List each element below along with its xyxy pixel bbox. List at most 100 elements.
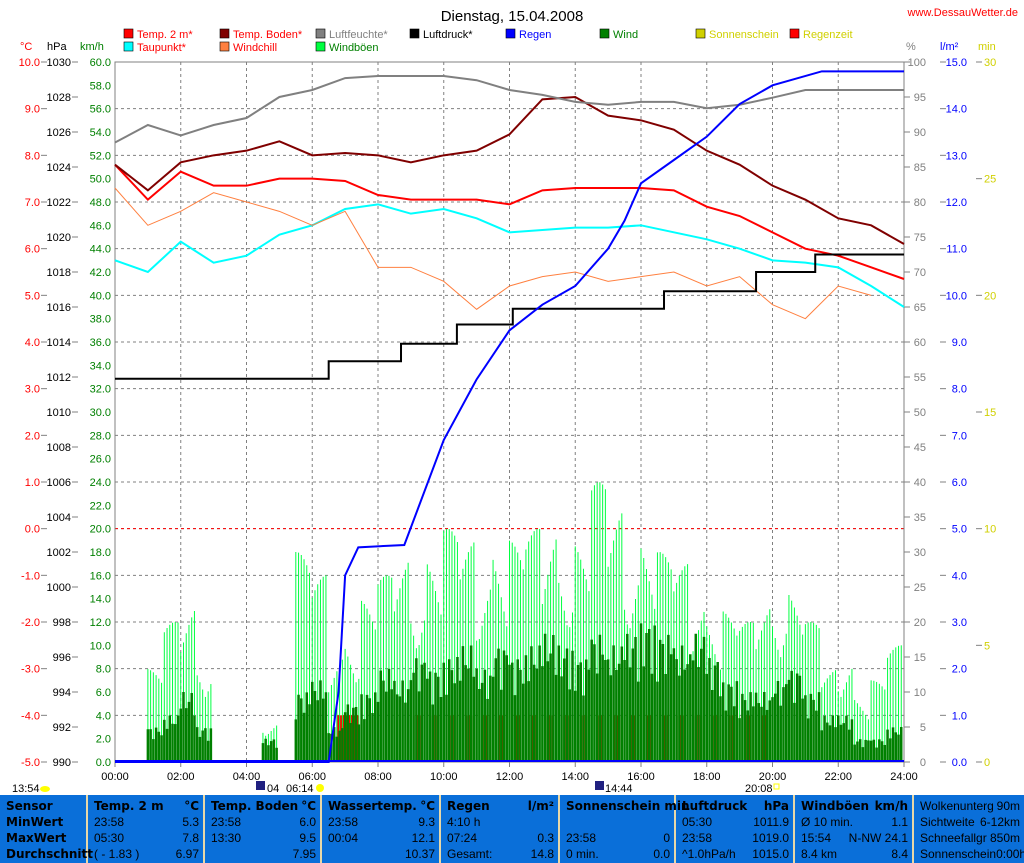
tick-kmh: 16.0 xyxy=(90,570,111,582)
sun-icon xyxy=(316,784,324,792)
tick-x: 20:00 xyxy=(759,771,787,783)
tick-pct: 75 xyxy=(914,232,926,244)
tick-hpa: 1024 xyxy=(47,162,71,174)
series-line xyxy=(114,187,872,320)
table-cell: l/m² xyxy=(527,799,554,813)
legend-swatch xyxy=(315,41,326,52)
legend-label: Taupunkt* xyxy=(137,42,187,54)
table-cell: 7.95 xyxy=(292,847,316,861)
table-row: 05:30 1011.9 xyxy=(682,814,789,830)
table-cell: 1019.0 xyxy=(752,831,789,845)
tick-lm2: 1.0 xyxy=(952,710,967,722)
tick-min: 10 xyxy=(984,524,996,536)
tick-lm2: 2.0 xyxy=(952,664,967,676)
table-cell: 9.3 xyxy=(418,815,435,829)
sunset-icon xyxy=(773,783,780,790)
tick-kmh: 58.0 xyxy=(90,80,111,92)
axis-unit-lm2: l/m² xyxy=(940,41,959,53)
legend-label: Windböen xyxy=(329,42,379,54)
legend-label: Windchill xyxy=(233,42,277,54)
tick-lm2: 15.0 xyxy=(946,57,967,69)
table-row: Gesamt: 14.8 xyxy=(447,846,554,862)
tick-pct: 35 xyxy=(914,512,926,524)
table-cell: MaxWert xyxy=(6,831,67,845)
legend-label: Sonnenschein xyxy=(709,29,779,41)
table-cell: 5.3 xyxy=(182,815,199,829)
tick-x: 04:00 xyxy=(233,771,261,783)
tick-kmh: 2.0 xyxy=(96,734,111,746)
tick-kmh: 32.0 xyxy=(90,384,111,396)
table-cell: 05:30 xyxy=(94,831,125,845)
tick-c: 2.0 xyxy=(25,430,40,442)
tick-kmh: 42.0 xyxy=(90,267,111,279)
table-row: 13:30 9.5 xyxy=(211,830,316,846)
sunrise-time: 06:14 xyxy=(286,783,314,795)
table-cell: Sensor xyxy=(6,799,53,813)
tick-kmh: 12.0 xyxy=(90,617,111,629)
table-column: Temp. 2 m °C 23:58 5.3 05:30 7.8 ( - 1.83 ) 6.9… xyxy=(88,795,205,863)
tick-pct: 55 xyxy=(914,372,926,384)
table-row: Durchschnitt xyxy=(6,846,93,862)
table-row: MaxWert xyxy=(6,830,82,846)
tick-x: 00:00 xyxy=(101,771,129,783)
tick-min: 5 xyxy=(984,640,990,652)
tick-kmh: 52.0 xyxy=(90,150,111,162)
site-link[interactable]: www.DessauWetter.de xyxy=(907,7,1018,19)
table-cell: °C xyxy=(420,799,435,813)
tick-hpa: 1010 xyxy=(47,407,71,419)
table-cell: 6.97 xyxy=(175,847,199,861)
legend-swatch xyxy=(315,28,326,39)
moonset-time: 14:44 xyxy=(605,783,633,795)
tick-kmh: 60.0 xyxy=(90,57,111,69)
tick-kmh: 34.0 xyxy=(90,360,111,372)
tick-pct: 25 xyxy=(914,582,926,594)
table-cell: 9.5 xyxy=(299,831,316,845)
tick-min: 0 xyxy=(984,757,990,769)
table-cell: ^1.0hPa/h xyxy=(682,847,736,861)
tick-lm2: 8.0 xyxy=(952,384,967,396)
table-cell: 14.8 xyxy=(530,847,554,861)
tick-pct: 50 xyxy=(914,407,926,419)
table-row: Windböen km/h xyxy=(801,798,908,814)
table-cell: 23:58 xyxy=(682,831,713,845)
tick-pct: 70 xyxy=(914,267,926,279)
legend-swatch xyxy=(219,28,230,39)
tick-x: 12:00 xyxy=(496,771,524,783)
tick-min: 25 xyxy=(984,174,996,186)
table-row: Sensor xyxy=(6,798,82,814)
weather-chart: Dienstag, 15.04.2008 www.DessauWetter.de T… xyxy=(12,7,1018,795)
table-row: Luftdruck hPa xyxy=(682,798,789,814)
tick-kmh: 36.0 xyxy=(90,337,111,349)
table-row: 23:58 9.3 xyxy=(328,814,435,830)
table-row: MinWert xyxy=(6,814,82,830)
tick-c: 6.0 xyxy=(25,244,40,256)
table-cell: 6-12km xyxy=(979,815,1020,829)
legend-swatch xyxy=(409,28,420,39)
tick-hpa: 1030 xyxy=(47,57,71,69)
tick-x: 16:00 xyxy=(627,771,655,783)
table-row: Wolkenunterg 90m xyxy=(920,798,1020,814)
tick-kmh: 40.0 xyxy=(90,290,111,302)
tick-pct: 20 xyxy=(914,617,926,629)
legend-label: Temp. Boden* xyxy=(233,29,303,41)
table-cell: 0:00h xyxy=(996,847,1024,861)
tick-min: 20 xyxy=(984,290,996,302)
table-row: 23:58 5.3 xyxy=(94,814,199,830)
table-row: 07:24 0.3 xyxy=(447,830,554,846)
table-column: Temp. Boden °C 23:58 6.0 13:30 9.5 7.95 xyxy=(205,795,322,863)
tick-kmh: 0.0 xyxy=(96,757,111,769)
tick-hpa: 1002 xyxy=(47,547,71,559)
tick-c: 7.0 xyxy=(25,197,40,209)
legend-label: Wind xyxy=(613,29,638,41)
table-row: 05:30 7.8 xyxy=(94,830,199,846)
tick-c: -5.0 xyxy=(21,757,40,769)
table-cell: 13:30 xyxy=(211,831,242,845)
tick-kmh: 48.0 xyxy=(90,197,111,209)
tick-lm2: 3.0 xyxy=(952,617,967,629)
tick-pct: 45 xyxy=(914,442,926,454)
table-row: Ø 10 min. 1.1 xyxy=(801,814,908,830)
series-line xyxy=(114,203,905,308)
axis-unit-hpa: hPa xyxy=(47,41,67,53)
legend-label: Regenzeit xyxy=(803,29,853,41)
legend-swatch xyxy=(599,28,610,39)
